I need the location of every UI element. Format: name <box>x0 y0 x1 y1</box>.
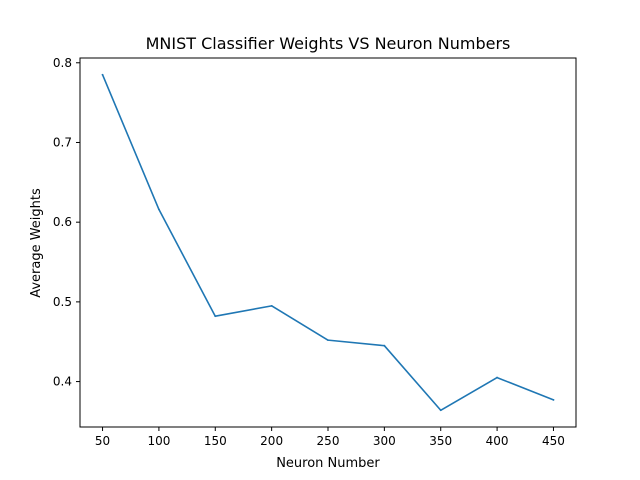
x-tick-label: 300 <box>373 434 396 448</box>
x-tick-label: 150 <box>204 434 227 448</box>
y-tick-label: 0.7 <box>53 135 72 149</box>
x-tick-label: 450 <box>542 434 565 448</box>
y-tick-label: 0.6 <box>53 215 72 229</box>
data-point <box>552 399 555 401</box>
plot-area <box>101 73 555 412</box>
y-tick-label: 0.5 <box>53 295 72 309</box>
x-tick-label: 50 <box>95 434 110 448</box>
x-axis-label: Neuron Number <box>276 456 380 471</box>
plot-frame <box>79 57 577 428</box>
data-point <box>383 344 386 347</box>
data-point <box>158 208 160 211</box>
data-point <box>270 304 273 307</box>
x-tick-label: 400 <box>486 434 509 448</box>
x-tick-label: 350 <box>429 434 452 448</box>
series-line-0 <box>101 73 555 412</box>
data-point <box>327 339 329 342</box>
y-tick-label: 0.8 <box>53 56 72 70</box>
data-point <box>439 409 442 412</box>
x-tick-label: 250 <box>317 434 340 448</box>
chart-title: MNIST Classifier Weights VS Neuron Numbe… <box>146 34 511 53</box>
data-point <box>214 315 217 318</box>
data-point <box>496 376 498 379</box>
y-axis-label: Average Weights <box>29 188 44 298</box>
y-axis-ticks: 0.4 0.5 0.6 0.7 0.8 <box>53 56 80 389</box>
data-point <box>101 73 104 76</box>
x-tick-label: 100 <box>147 434 170 448</box>
x-tick-label: 200 <box>260 434 283 448</box>
x-axis-ticks: 50 100 150 200 250 300 350 400 450 <box>95 427 565 448</box>
y-tick-label: 0.4 <box>53 375 72 389</box>
